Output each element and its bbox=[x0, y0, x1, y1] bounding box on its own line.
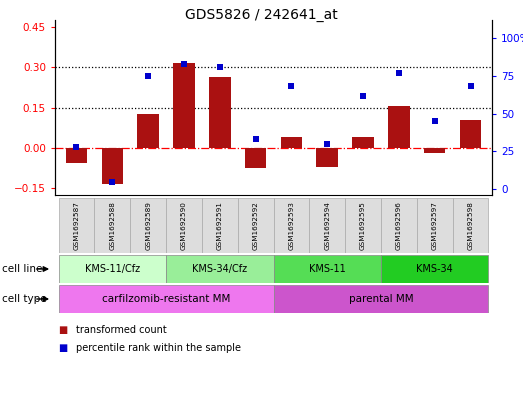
Text: transformed count: transformed count bbox=[76, 325, 167, 335]
Bar bbox=[274, 255, 381, 283]
Text: parental MM: parental MM bbox=[349, 294, 413, 304]
Point bbox=[108, 178, 117, 185]
Point bbox=[180, 61, 188, 67]
Text: GSM1692590: GSM1692590 bbox=[181, 201, 187, 250]
Text: KMS-34/Cfz: KMS-34/Cfz bbox=[192, 264, 247, 274]
Text: GSM1692596: GSM1692596 bbox=[396, 201, 402, 250]
Bar bbox=[316, 148, 338, 167]
Bar bbox=[130, 198, 166, 253]
Bar bbox=[381, 255, 488, 283]
Text: cell type: cell type bbox=[2, 294, 47, 304]
Text: GDS5826 / 242641_at: GDS5826 / 242641_at bbox=[185, 8, 338, 22]
Point bbox=[323, 141, 332, 147]
Bar bbox=[274, 198, 309, 253]
Bar bbox=[353, 137, 374, 148]
Bar bbox=[460, 119, 481, 148]
Point bbox=[215, 64, 224, 70]
Bar bbox=[237, 198, 274, 253]
Bar bbox=[417, 198, 452, 253]
Bar bbox=[274, 285, 488, 313]
Point bbox=[287, 83, 295, 90]
Bar bbox=[59, 198, 95, 253]
Bar bbox=[381, 198, 417, 253]
Point bbox=[359, 92, 367, 99]
Text: GSM1692592: GSM1692592 bbox=[253, 201, 258, 250]
Bar bbox=[281, 137, 302, 148]
Text: carfilzomib-resistant MM: carfilzomib-resistant MM bbox=[102, 294, 230, 304]
Bar bbox=[59, 255, 166, 283]
Point bbox=[144, 73, 152, 79]
Point bbox=[72, 144, 81, 150]
Text: GSM1692588: GSM1692588 bbox=[109, 201, 115, 250]
Bar bbox=[345, 198, 381, 253]
Bar bbox=[173, 63, 195, 148]
Bar bbox=[309, 198, 345, 253]
Bar bbox=[245, 148, 266, 168]
Bar bbox=[424, 148, 446, 153]
Bar bbox=[209, 77, 231, 148]
Bar bbox=[202, 198, 237, 253]
Text: GSM1692597: GSM1692597 bbox=[431, 201, 438, 250]
Text: GSM1692589: GSM1692589 bbox=[145, 201, 151, 250]
Text: KMS-11: KMS-11 bbox=[309, 264, 346, 274]
Text: GSM1692593: GSM1692593 bbox=[288, 201, 294, 250]
Text: GSM1692598: GSM1692598 bbox=[468, 201, 473, 250]
Bar bbox=[452, 198, 488, 253]
Text: cell line: cell line bbox=[2, 264, 42, 274]
Bar bbox=[95, 198, 130, 253]
Point bbox=[395, 70, 403, 76]
Text: GSM1692587: GSM1692587 bbox=[74, 201, 79, 250]
Bar bbox=[166, 198, 202, 253]
Text: KMS-11/Cfz: KMS-11/Cfz bbox=[85, 264, 140, 274]
Text: GSM1692594: GSM1692594 bbox=[324, 201, 330, 250]
Bar bbox=[166, 255, 274, 283]
Point bbox=[467, 83, 475, 90]
Text: ■: ■ bbox=[58, 325, 67, 335]
Bar bbox=[388, 106, 410, 148]
Bar bbox=[138, 114, 159, 148]
Bar bbox=[59, 285, 274, 313]
Text: GSM1692591: GSM1692591 bbox=[217, 201, 223, 250]
Text: KMS-34: KMS-34 bbox=[416, 264, 453, 274]
Text: ■: ■ bbox=[58, 343, 67, 353]
Bar bbox=[101, 148, 123, 184]
Text: percentile rank within the sample: percentile rank within the sample bbox=[76, 343, 241, 353]
Text: GSM1692595: GSM1692595 bbox=[360, 201, 366, 250]
Bar bbox=[66, 148, 87, 163]
Point bbox=[252, 136, 260, 142]
Point bbox=[430, 118, 439, 124]
